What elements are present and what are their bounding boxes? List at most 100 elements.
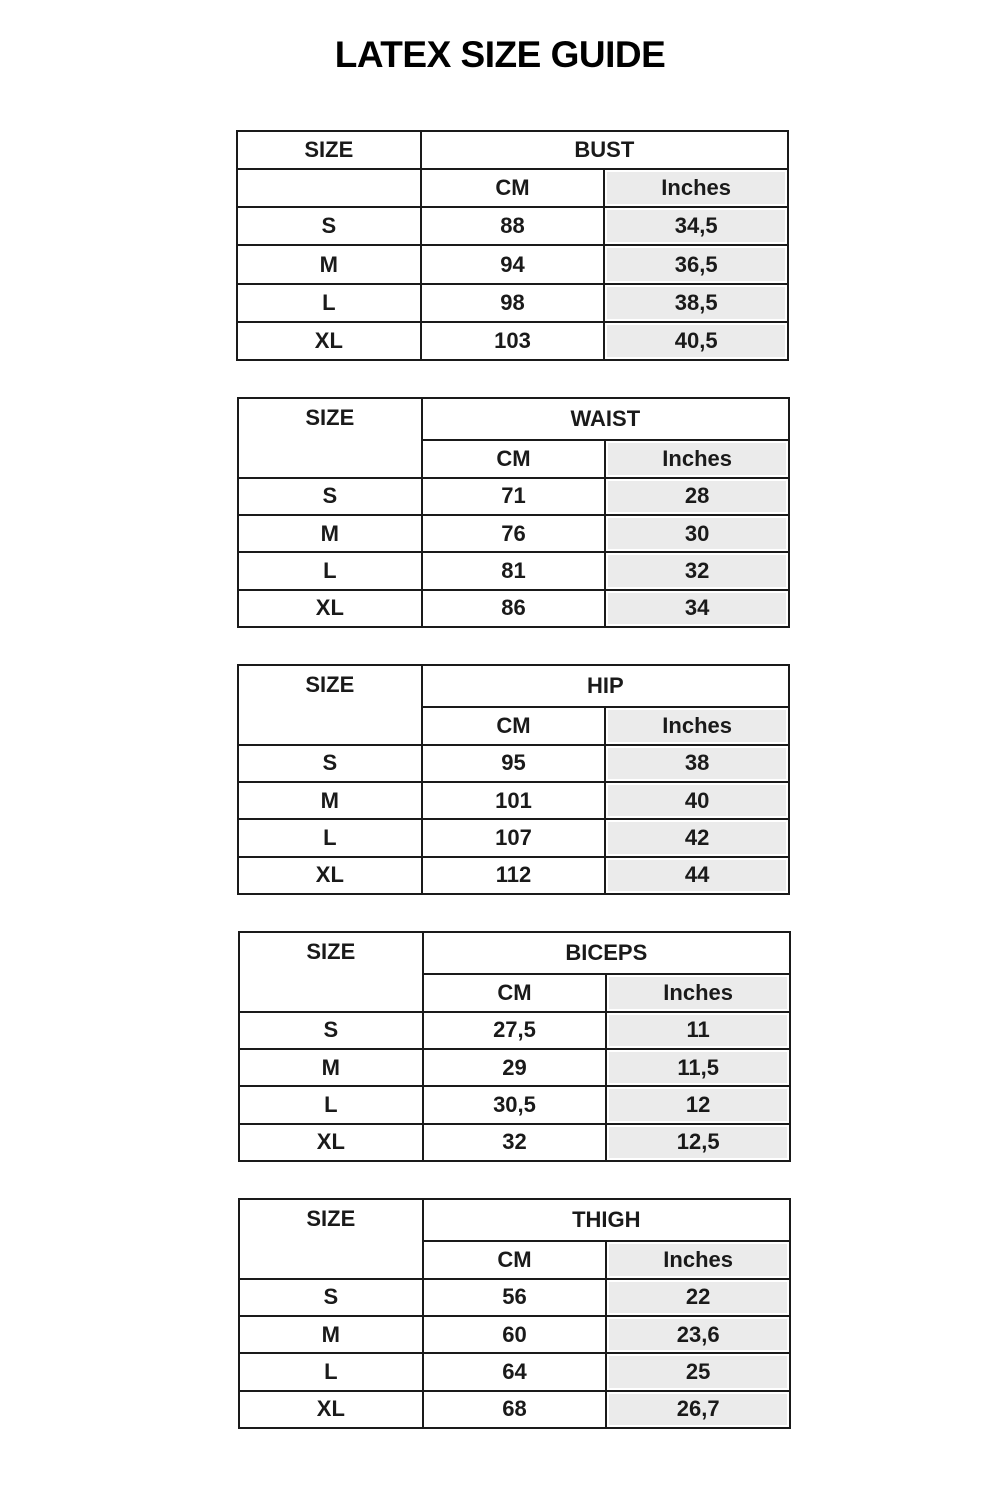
inches-cell: 34,5	[603, 206, 789, 247]
size-table-thigh: SIZE THIGH CM Inches S 56 22 M 60 23,6 L 64 25 XL 68 26…	[238, 1197, 792, 1430]
size-table-biceps: SIZE BICEPS CM Inches S 27,5 11 M 29 11,5 L 30,5 12 X…	[238, 930, 792, 1163]
table-row: XL 86 34	[237, 588, 790, 629]
size-cell: L	[238, 1085, 424, 1125]
cm-header: CM	[419, 168, 606, 209]
inches-header: Inches	[604, 706, 790, 746]
table-row: S 95 38	[237, 743, 790, 784]
size-cell: L	[237, 818, 423, 858]
inches-cell: 40,5	[603, 320, 789, 362]
cm-header: CM	[420, 439, 607, 479]
cm-cell: 32	[421, 1122, 608, 1163]
cm-cell: 81	[420, 551, 607, 591]
cm-cell: 68	[421, 1389, 608, 1430]
cm-cell: 98	[419, 282, 606, 323]
size-cell: S	[237, 743, 423, 784]
inches-cell: 12	[605, 1085, 791, 1125]
cm-cell: 64	[421, 1352, 608, 1392]
size-cell: L	[236, 282, 422, 323]
size-header: SIZE	[236, 129, 422, 171]
inches-cell: 12,5	[605, 1122, 791, 1163]
cm-header: CM	[421, 973, 608, 1013]
inches-cell: 26,7	[605, 1389, 791, 1430]
cm-cell: 71	[420, 476, 607, 517]
inches-cell: 25	[605, 1352, 791, 1392]
size-header: SIZE	[238, 930, 424, 975]
table-row: M 60 23,6	[238, 1315, 791, 1355]
size-header: SIZE	[238, 1197, 424, 1242]
inches-cell: 28	[604, 476, 790, 517]
size-header-spacer	[237, 440, 423, 479]
table-row: S 27,5 11	[238, 1010, 791, 1051]
cm-cell: 88	[419, 206, 606, 247]
size-header-spacer	[237, 707, 423, 746]
inches-header: Inches	[604, 439, 790, 479]
size-cell: XL	[236, 320, 422, 362]
inches-cell: 11	[605, 1010, 791, 1051]
size-table-bust: SIZE BUST CM Inches S 88 34,5 M 94 36,5 L 98 38,5 XL 1…	[236, 129, 790, 362]
size-cell: M	[236, 244, 422, 285]
cm-header: CM	[420, 706, 607, 746]
table-row: S 88 34,5	[236, 206, 789, 247]
measure-header: BICEPS	[421, 930, 792, 976]
inches-cell: 40	[604, 781, 790, 821]
size-table-hip: SIZE HIP CM Inches S 95 38 M 101 40 L 107 42 XL 112 44	[237, 663, 791, 896]
table-row: L 98 38,5	[236, 282, 789, 323]
size-cell: M	[238, 1315, 424, 1355]
table-row: S 56 22	[238, 1277, 791, 1318]
table-row: S 71 28	[237, 476, 790, 517]
size-header: SIZE	[237, 663, 423, 708]
size-header-spacer	[238, 1241, 424, 1280]
inches-cell: 38,5	[603, 282, 789, 323]
cm-cell: 60	[421, 1315, 608, 1355]
inches-header: Inches	[605, 1240, 791, 1280]
size-cell: L	[237, 551, 423, 591]
table-row: XL 68 26,7	[238, 1389, 791, 1430]
cm-cell: 95	[420, 743, 607, 784]
cm-cell: 101	[420, 781, 607, 821]
inches-cell: 36,5	[603, 244, 789, 285]
cm-cell: 86	[420, 588, 607, 629]
cm-cell: 27,5	[421, 1010, 608, 1051]
measure-header: BUST	[419, 129, 790, 171]
table-row: M 101 40	[237, 781, 790, 821]
size-cell: S	[238, 1277, 424, 1318]
inches-cell: 22	[605, 1277, 791, 1318]
cm-cell: 94	[419, 244, 606, 285]
measure-header: WAIST	[420, 396, 791, 442]
table-row: XL 112 44	[237, 855, 790, 896]
inches-cell: 32	[604, 551, 790, 591]
size-cell: M	[237, 514, 423, 554]
size-header-spacer	[236, 168, 422, 209]
cm-cell: 30,5	[421, 1085, 608, 1125]
cm-cell: 76	[420, 514, 607, 554]
cm-cell: 112	[420, 855, 607, 896]
table-row: L 64 25	[238, 1352, 791, 1392]
table-row: M 29 11,5	[238, 1048, 791, 1088]
inches-header: Inches	[603, 168, 789, 209]
inches-cell: 38	[604, 743, 790, 784]
page-title: LATEX SIZE GUIDE	[334, 34, 666, 75]
table-row: XL 103 40,5	[236, 320, 789, 362]
inches-cell: 30	[604, 514, 790, 554]
inches-cell: 11,5	[605, 1048, 791, 1088]
measure-header: THIGH	[421, 1197, 792, 1243]
size-header: SIZE	[237, 396, 423, 441]
table-row: L 107 42	[237, 818, 790, 858]
cm-cell: 103	[419, 320, 606, 362]
cm-header: CM	[421, 1240, 608, 1280]
table-row: XL 32 12,5	[238, 1122, 791, 1163]
size-cell: M	[238, 1048, 424, 1088]
size-cell: XL	[238, 1389, 424, 1430]
size-header-spacer	[238, 974, 424, 1013]
size-cell: S	[236, 206, 422, 247]
measure-header: HIP	[420, 663, 791, 709]
inches-cell: 23,6	[605, 1315, 791, 1355]
cm-cell: 29	[421, 1048, 608, 1088]
inches-header: Inches	[605, 973, 791, 1013]
inches-cell: 44	[604, 855, 790, 896]
inches-cell: 34	[604, 588, 790, 629]
table-row: M 76 30	[237, 514, 790, 554]
table-row: L 30,5 12	[238, 1085, 791, 1125]
size-cell: XL	[237, 855, 423, 896]
size-table-waist: SIZE WAIST CM Inches S 71 28 M 76 30 L 81 32 XL 86 34	[237, 396, 791, 629]
